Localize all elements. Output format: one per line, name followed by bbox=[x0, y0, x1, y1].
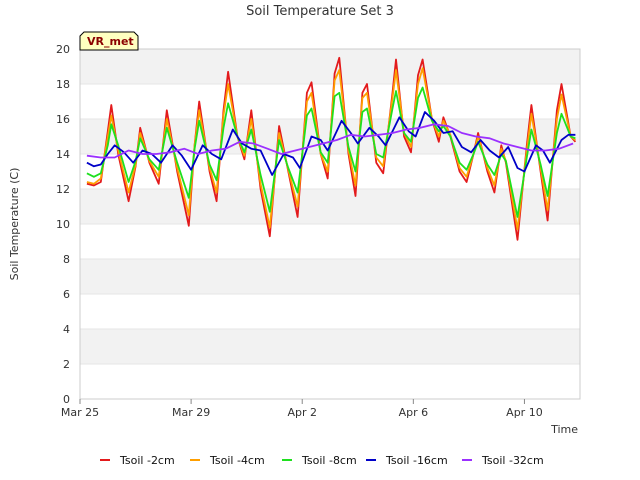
x-tick-label: Apr 6 bbox=[399, 406, 429, 419]
y-tick-label: 0 bbox=[63, 393, 70, 406]
y-tick-label: 8 bbox=[63, 253, 70, 266]
x-axis: Mar 25 Mar 29 Apr 2 Apr 6 Apr 10 bbox=[61, 399, 543, 419]
y-tick-label: 18 bbox=[56, 78, 70, 91]
y-tick-label: 12 bbox=[56, 183, 70, 196]
y-tick-label: 4 bbox=[63, 323, 70, 336]
series-line-1 bbox=[86, 56, 577, 241]
plot-frame bbox=[79, 48, 581, 400]
series-line-2 bbox=[86, 67, 576, 231]
series-lines bbox=[86, 56, 577, 241]
legend-label-2: Tsoil -4cm bbox=[209, 454, 265, 467]
chart-title: Soil Temperature Set 3 bbox=[246, 4, 394, 19]
y-tick-label: 6 bbox=[63, 288, 70, 301]
legend: Tsoil -2cm Tsoil -4cm Tsoil -8cm Tsoil -16c… bbox=[100, 454, 544, 467]
station-badge-label: VR_met bbox=[87, 35, 134, 48]
x-tick-label: Mar 25 bbox=[61, 406, 99, 419]
legend-label-3: Tsoil -8cm bbox=[301, 454, 357, 467]
x-tick-label: Apr 10 bbox=[506, 406, 543, 419]
y-tick-label: 20 bbox=[56, 43, 70, 56]
y-tick-label: 16 bbox=[56, 113, 70, 126]
legend-label-4: Tsoil -16cm bbox=[385, 454, 448, 467]
plot-band bbox=[80, 329, 580, 364]
x-tick-label: Mar 29 bbox=[172, 406, 210, 419]
legend-label-1: Tsoil -2cm bbox=[119, 454, 175, 467]
x-tick-label: Apr 2 bbox=[287, 406, 317, 419]
y-tick-label: 2 bbox=[63, 358, 70, 371]
legend-label-5: Tsoil -32cm bbox=[481, 454, 544, 467]
y-tick-label: 14 bbox=[56, 148, 70, 161]
series-line-5 bbox=[86, 123, 574, 159]
plot-band bbox=[80, 189, 580, 224]
plot-band bbox=[80, 49, 580, 84]
station-badge: VR_met bbox=[79, 31, 139, 51]
series-line-4 bbox=[86, 111, 576, 176]
x-axis-label: Time bbox=[550, 423, 578, 436]
y-axis: 0 2 4 6 8 10 12 14 16 18 20 bbox=[56, 43, 70, 406]
y-tick-label: 10 bbox=[56, 218, 70, 231]
plot-band bbox=[80, 259, 580, 294]
station-badge-box bbox=[79, 31, 139, 51]
y-axis-label: Soil Temperature (C) bbox=[8, 168, 21, 281]
series-line-3 bbox=[86, 86, 576, 218]
